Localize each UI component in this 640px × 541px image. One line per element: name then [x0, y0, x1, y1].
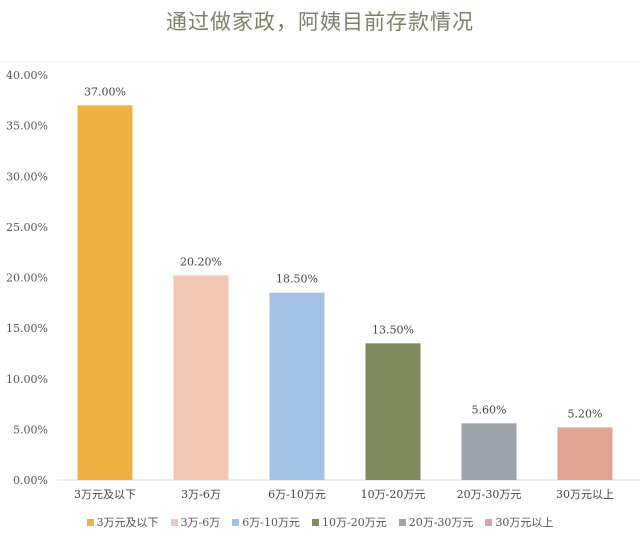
legend-swatch	[398, 518, 406, 526]
data-label: 18.50%	[276, 273, 318, 286]
legend-item: 3万元及以下	[86, 514, 159, 530]
legend-swatch	[485, 518, 493, 526]
data-label: 13.50%	[372, 323, 414, 336]
y-tick-label: 35.00%	[6, 120, 48, 133]
bar	[269, 292, 325, 480]
legend-item: 10万-20万元	[312, 514, 387, 530]
legend-label: 6万-10万元	[242, 516, 300, 529]
y-tick-label: 15.00%	[6, 322, 48, 335]
y-tick-label: 25.00%	[6, 221, 48, 234]
x-tick-label: 3万元及以下	[74, 488, 136, 501]
legend-item: 3万-6万	[170, 514, 221, 530]
bar	[461, 423, 517, 480]
legend-swatch	[232, 518, 240, 526]
legend-swatch	[312, 518, 319, 526]
data-label: 37.00%	[84, 85, 126, 98]
x-tick-label: 20万-30万元	[457, 488, 522, 501]
y-tick-label: 5.00%	[13, 423, 48, 436]
y-tick-label: 40.00%	[6, 69, 48, 82]
y-tick-label: 20.00%	[6, 272, 48, 285]
chart-title: 通过做家政，阿姨目前存款情况	[166, 10, 474, 34]
y-tick-label: 0.00%	[13, 474, 48, 487]
legend-label: 3万-6万	[180, 516, 221, 529]
bar	[173, 275, 229, 480]
x-tick-label: 30万元以上	[556, 488, 614, 501]
legend-item: 20万-30万元	[398, 514, 474, 530]
legend-item: 6万-10万元	[232, 514, 300, 530]
legend-item: 30万元以上	[485, 514, 553, 530]
legend-label: 3万元及以下	[96, 516, 159, 529]
legend-label: 20万-30万元	[408, 516, 474, 529]
bar	[77, 105, 133, 480]
data-label: 5.60%	[472, 403, 507, 416]
bar	[557, 427, 613, 480]
x-tick-label: 6万-10万元	[268, 488, 326, 501]
legend-label: 30万元以上	[495, 516, 554, 529]
data-label: 5.20%	[568, 407, 603, 420]
data-label: 20.20%	[180, 255, 222, 268]
x-tick-label: 10万-20万元	[361, 488, 426, 501]
y-tick-label: 30.00%	[6, 170, 48, 183]
legend: 3万元及以下 3万-6万 6万-10万元 10万-20万元 20万-30万元 30万元以上	[0, 514, 640, 530]
x-tick-label: 3万-6万	[181, 488, 221, 501]
bar	[365, 343, 421, 480]
y-tick-label: 10.00%	[6, 373, 48, 386]
legend-swatch	[86, 518, 94, 526]
legend-swatch	[170, 518, 178, 526]
legend-label: 10万-20万元	[322, 516, 387, 529]
